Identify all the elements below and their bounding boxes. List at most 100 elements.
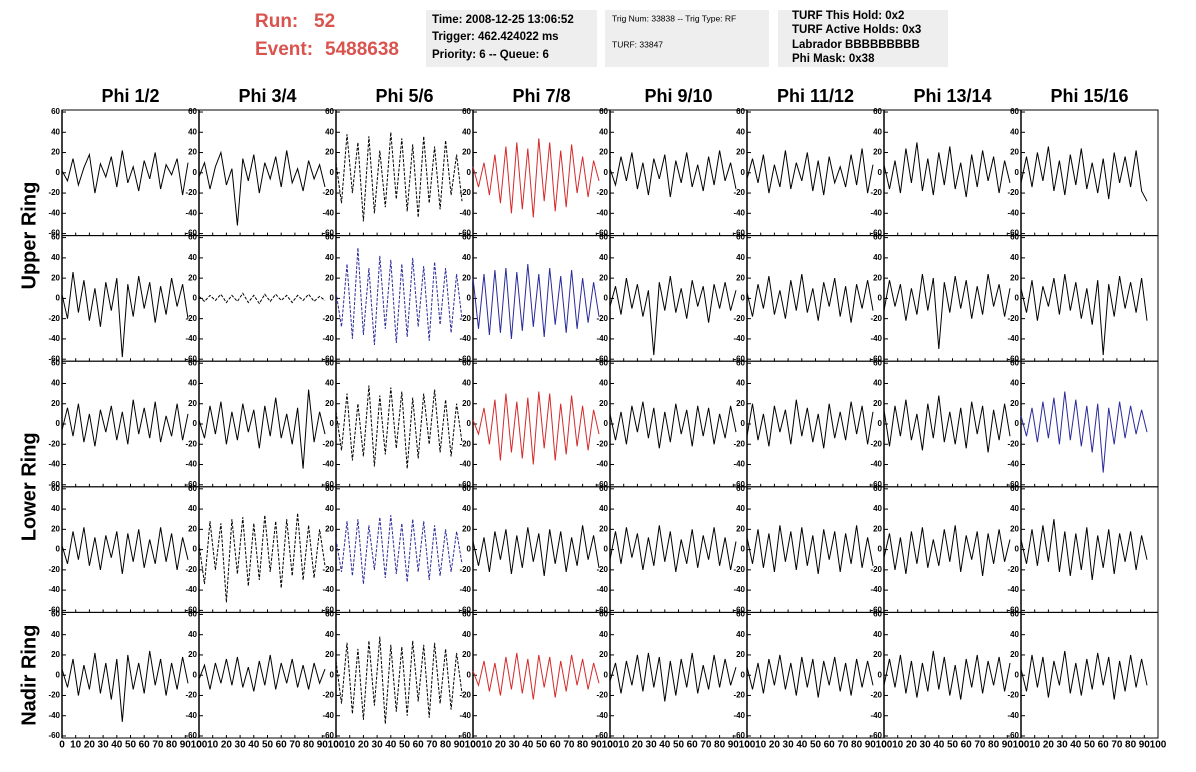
y-tick-label: 40	[1010, 127, 1019, 136]
panel-frame	[335, 360, 474, 488]
y-tick-label: -20	[185, 314, 197, 323]
y-tick-label: -60	[459, 605, 471, 614]
trig-num: Trig Num: 33838 -- Trig Type: RF	[612, 13, 736, 23]
x-tick-label: 20	[221, 740, 233, 751]
x-tick-label: 60	[276, 740, 288, 751]
waveform	[61, 272, 189, 358]
waveform	[198, 292, 326, 305]
x-tick-label: 60	[550, 740, 562, 751]
x-tick-label: 90	[317, 740, 329, 751]
y-tick-label: 60	[325, 484, 334, 493]
x-tick-label: 40	[933, 740, 945, 751]
y-tick-label: 60	[599, 358, 608, 367]
y-tick-label: -60	[733, 731, 745, 740]
x-tick-label: 80	[714, 740, 726, 751]
panel-frame	[198, 109, 337, 237]
y-tick-label: 60	[51, 107, 60, 116]
x-tick-label: 60	[687, 740, 699, 751]
y-tick-label: 20	[1010, 524, 1019, 533]
y-tick-label: -60	[870, 480, 882, 489]
x-tick-label: 100	[1013, 740, 1030, 751]
y-tick-label: 60	[1010, 358, 1019, 367]
x-tick-label: 100	[876, 740, 893, 751]
y-tick-label: 20	[51, 399, 60, 408]
x-tick-label: 20	[769, 740, 781, 751]
panel-frame	[472, 235, 611, 362]
y-tick-label: 40	[599, 253, 608, 262]
y-tick-label: -20	[870, 439, 882, 448]
y-tick-label: -40	[870, 334, 882, 343]
x-tick-label: 0	[196, 740, 202, 751]
panel-frame	[746, 235, 885, 362]
panel-frame	[883, 611, 1022, 739]
y-tick-label: -60	[322, 229, 334, 238]
panel-frame	[1020, 235, 1159, 362]
turf-hold: TURF This Hold: 0x2	[792, 10, 904, 22]
y-tick-label: -40	[459, 208, 471, 217]
y-tick-label: 40	[873, 504, 882, 513]
info-box	[426, 10, 597, 67]
x-tick-label: 90	[591, 740, 603, 751]
y-tick-label: 20	[736, 399, 745, 408]
x-tick-label: 40	[385, 740, 397, 751]
y-tick-label: -40	[870, 208, 882, 217]
y-tick-label: 40	[873, 127, 882, 136]
ring-label: Upper Ring	[18, 182, 40, 290]
y-tick-label: 60	[462, 484, 471, 493]
x-tick-label: 40	[111, 740, 123, 751]
y-tick-label: 40	[325, 253, 334, 262]
y-tick-label: -20	[322, 691, 334, 700]
y-tick-label: 60	[51, 610, 60, 619]
y-tick-label: 0	[741, 670, 746, 679]
y-tick-label: 60	[462, 107, 471, 116]
y-tick-label: -40	[48, 460, 60, 469]
x-tick-label: 0	[59, 740, 65, 751]
y-tick-label: 0	[1015, 545, 1020, 554]
y-tick-label: 20	[325, 524, 334, 533]
y-tick-label: -20	[733, 565, 745, 574]
y-tick-label: 20	[736, 273, 745, 282]
x-tick-label: 90	[728, 740, 740, 751]
y-tick-label: -60	[1007, 731, 1019, 740]
column-title: Phi 9/10	[644, 86, 712, 106]
y-tick-label: 40	[873, 253, 882, 262]
x-tick-label: 90	[865, 740, 877, 751]
x-tick-label: 50	[125, 740, 137, 751]
x-tick-label: 10	[207, 740, 219, 751]
y-tick-label: 0	[1015, 419, 1020, 428]
y-tick-label: 20	[873, 273, 882, 282]
y-tick-label: -40	[185, 208, 197, 217]
y-tick-label: 0	[330, 670, 335, 679]
y-tick-label: 40	[462, 504, 471, 513]
x-tick-label: 40	[248, 740, 260, 751]
y-tick-label: 0	[467, 670, 472, 679]
panel-frame	[746, 360, 885, 488]
y-tick-label: 40	[462, 379, 471, 388]
y-tick-label: 0	[193, 419, 198, 428]
y-tick-label: -40	[185, 334, 197, 343]
y-tick-label: 0	[56, 294, 61, 303]
y-tick-label: -40	[322, 208, 334, 217]
y-tick-label: 20	[188, 148, 197, 157]
y-tick-label: -20	[870, 188, 882, 197]
y-tick-label: 40	[51, 630, 60, 639]
x-tick-label: 0	[333, 740, 339, 751]
x-tick-label: 0	[881, 740, 887, 751]
x-tick-label: 50	[1084, 740, 1096, 751]
y-tick-label: -20	[322, 314, 334, 323]
x-tick-label: 30	[783, 740, 795, 751]
y-tick-label: -40	[733, 585, 745, 594]
waveform	[609, 525, 737, 572]
y-tick-label: 40	[736, 253, 745, 262]
y-tick-label: 60	[599, 610, 608, 619]
y-tick-label: -40	[185, 585, 197, 594]
y-tick-label: 20	[51, 524, 60, 533]
waveform	[61, 150, 189, 196]
y-tick-label: -20	[322, 565, 334, 574]
y-tick-label: 20	[873, 148, 882, 157]
y-tick-label: 20	[462, 399, 471, 408]
y-tick-label: 0	[1015, 168, 1020, 177]
y-tick-label: 20	[462, 524, 471, 533]
y-tick-label: -40	[185, 711, 197, 720]
x-tick-label: 80	[440, 740, 452, 751]
